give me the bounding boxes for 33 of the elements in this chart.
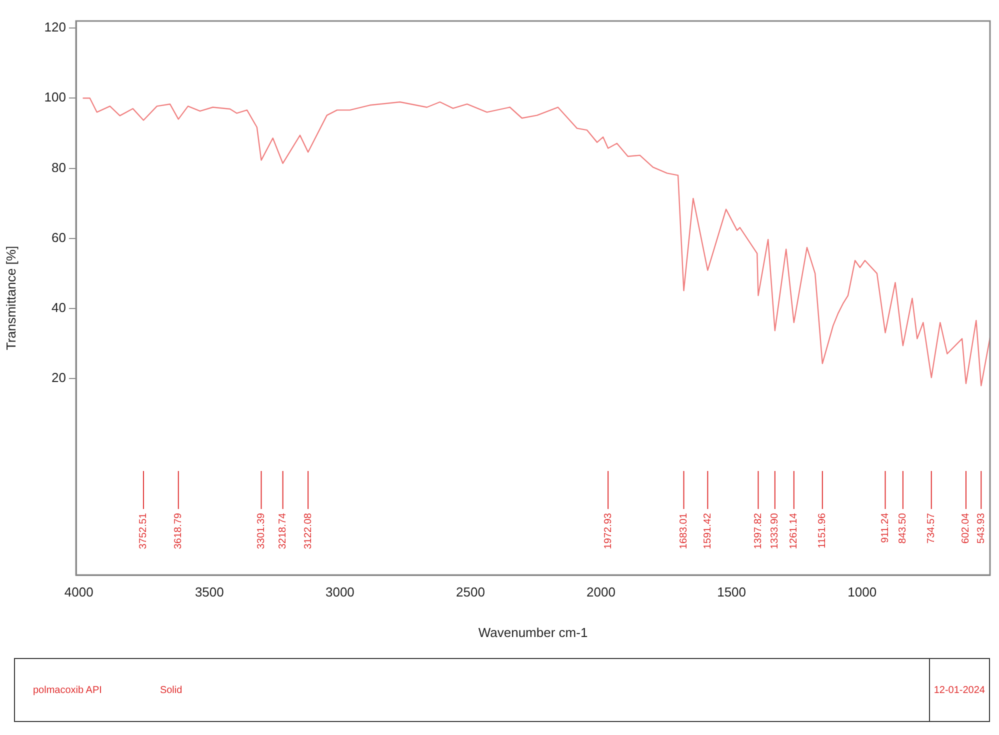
y-tick-label: 60 <box>52 230 66 245</box>
ref-line-label: 911.24 <box>880 512 891 543</box>
ref-line-label: 543.93 <box>976 512 987 544</box>
ref-line-label: 3122.08 <box>302 512 314 550</box>
ref-line-label: 3301.39 <box>256 512 268 550</box>
ref-line-label: 1397.82 <box>752 512 764 550</box>
y-tick-label: 20 <box>52 370 66 386</box>
ref-line-label: 734.57 <box>926 512 938 544</box>
ref-line-label: 3218.74 <box>278 512 289 550</box>
x-tick-label: 4000 <box>64 584 94 600</box>
x-tick-label: 3000 <box>325 584 354 600</box>
y-tick-label: 100 <box>44 90 66 105</box>
ref-line-label: 1972.93 <box>602 512 614 550</box>
ref-line-label: 1591.42 <box>702 512 714 550</box>
info-box: polmacoxib API Solid 12-01-2024 <box>14 658 990 722</box>
x-tick-label: 2000 <box>586 584 616 600</box>
y-axis-title: Transmittance [%] <box>3 246 18 350</box>
ref-line-label: 1333.90 <box>770 512 781 550</box>
y-tick-label: 120 <box>44 20 66 35</box>
x-tick-label: 3500 <box>194 584 224 600</box>
x-tick-label: 2500 <box>456 584 485 600</box>
x-tick-label: 1500 <box>717 584 746 600</box>
ref-line-label: 3618.79 <box>173 512 184 550</box>
ref-line-label: 843.50 <box>898 512 909 544</box>
x-tick-label: 1000 <box>848 584 877 600</box>
y-tick-label: 80 <box>52 160 66 175</box>
ref-line-label: 602.04 <box>960 512 972 544</box>
ref-line-label: 3752.51 <box>138 512 150 550</box>
x-axis-title: Wavenumber cm-1 <box>478 624 588 640</box>
ref-line-label: 1151.96 <box>817 512 828 548</box>
y-tick-label: 40 <box>52 300 66 316</box>
ref-line-label: 1683.01 <box>678 512 690 550</box>
ref-line-label: 1261.14 <box>788 512 800 550</box>
